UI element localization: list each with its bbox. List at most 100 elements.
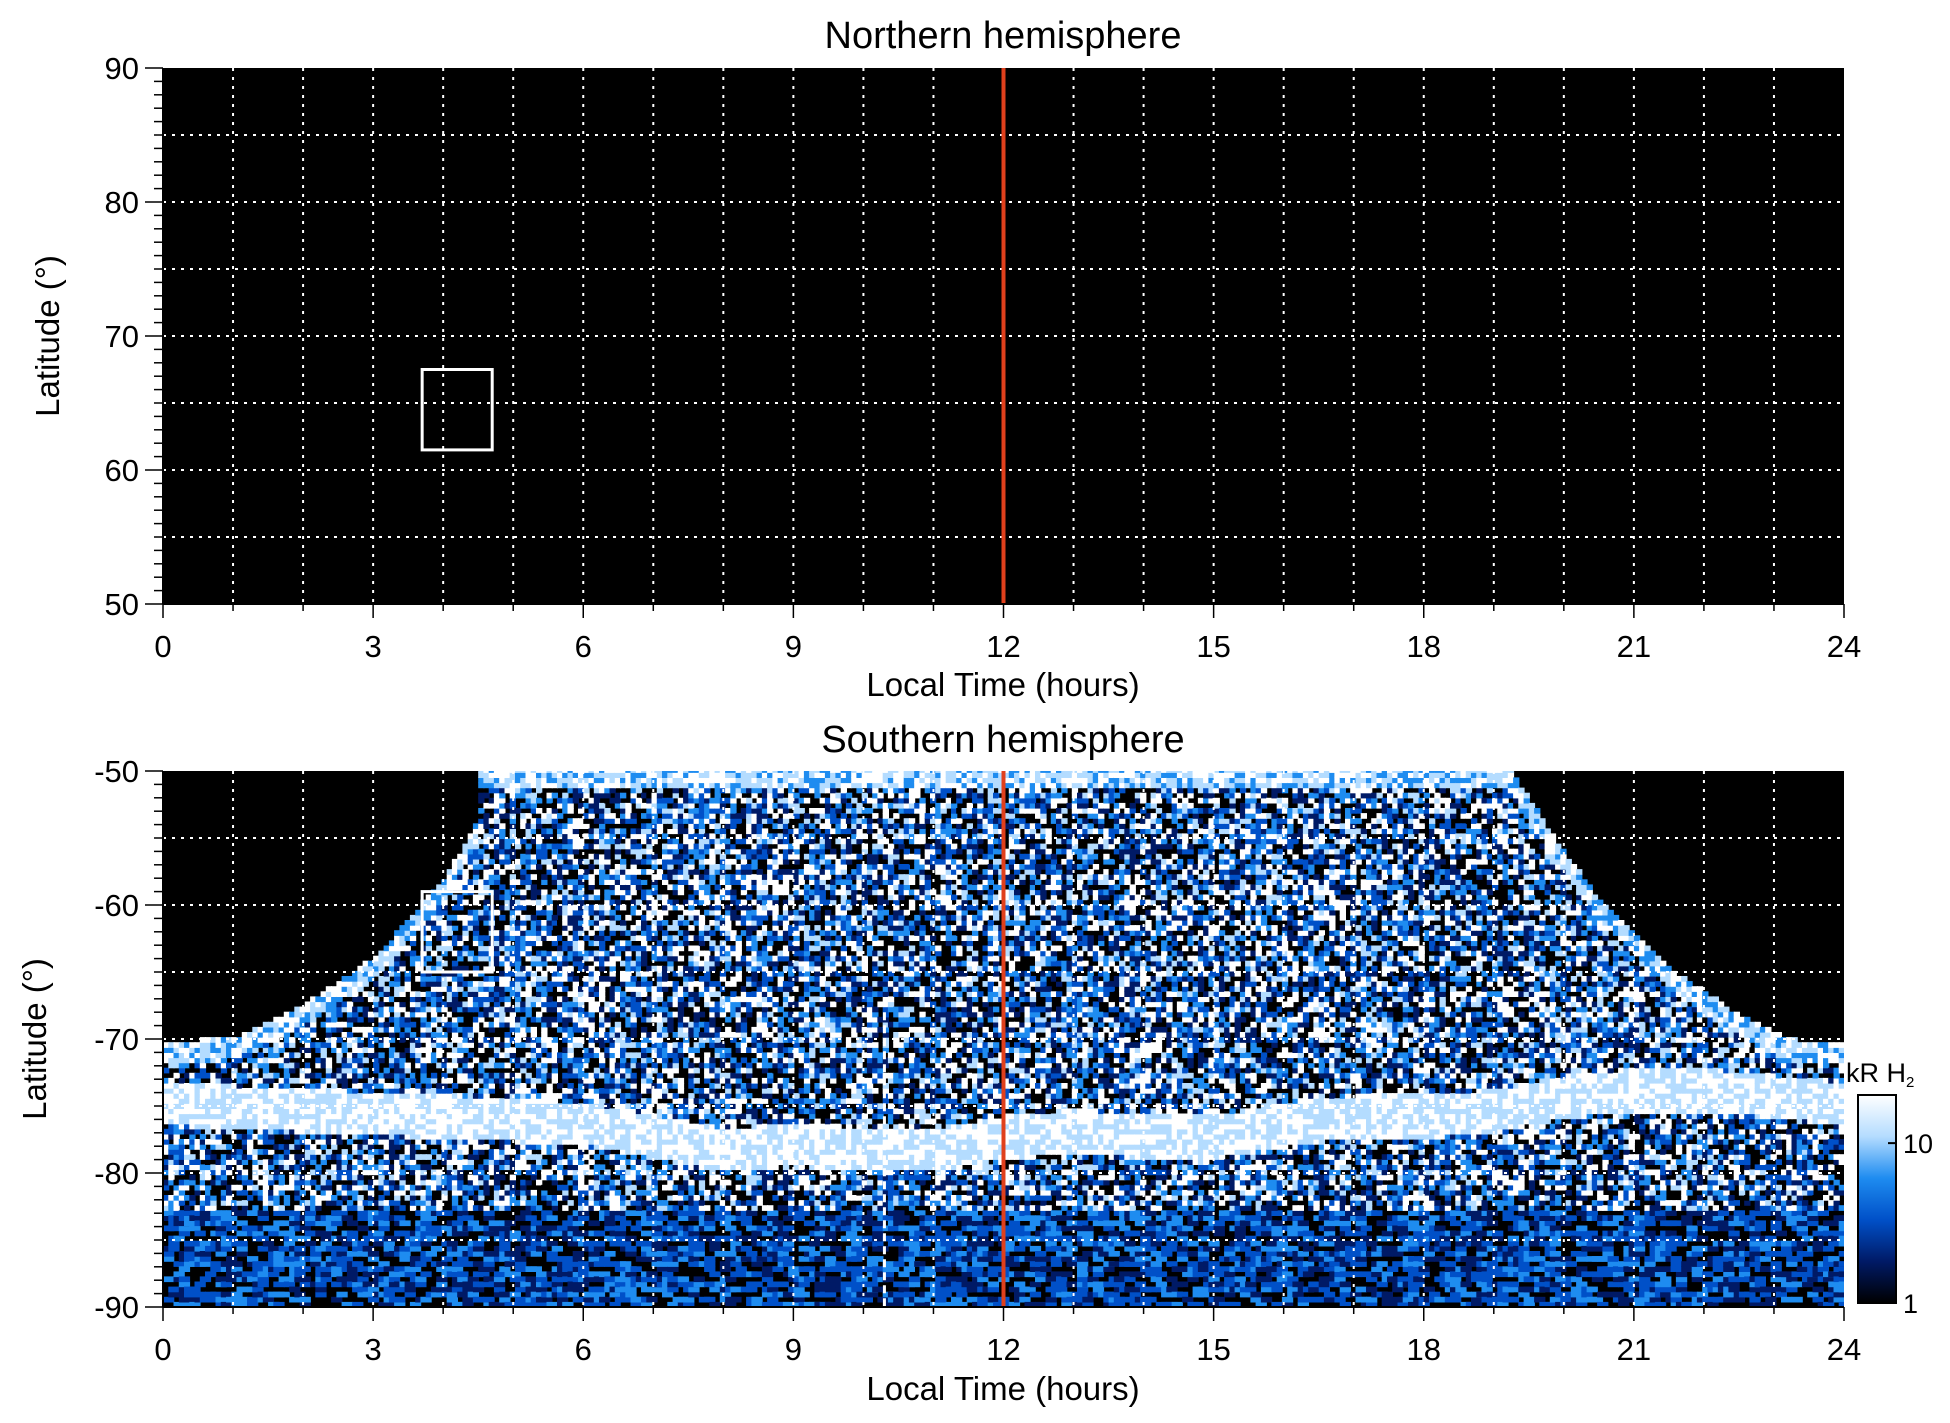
emission-cell [457, 1133, 464, 1140]
emission-cell [315, 1149, 322, 1155]
emission-cell [525, 930, 532, 936]
emission-cell [436, 1006, 443, 1013]
emission-cell [620, 1276, 632, 1283]
emission-cell [478, 1205, 485, 1211]
emission-cell [620, 920, 627, 926]
emission-cell [625, 1037, 632, 1043]
emission-cell [578, 1164, 585, 1171]
emission-cell [336, 1189, 343, 1196]
emission-cell [557, 1154, 564, 1160]
emission-cell [572, 920, 579, 926]
emission-cell [614, 1113, 622, 1120]
emission-cell [168, 1062, 175, 1069]
emission-cell [205, 1108, 212, 1115]
emission-cell [441, 1266, 453, 1272]
emission-cell [457, 1093, 464, 1099]
emission-cell [525, 981, 532, 987]
emission-cell [226, 1083, 233, 1089]
emission-cell [483, 940, 490, 947]
emission-cell [536, 1103, 543, 1109]
emission-cell [536, 1062, 543, 1069]
emission-cell [551, 848, 558, 855]
emission-cell [325, 1108, 333, 1115]
emission-cell [189, 1108, 196, 1115]
emission-cell [472, 1154, 480, 1160]
emission-cell [173, 1179, 180, 1186]
emission-cell [415, 1088, 422, 1094]
emission-cell [189, 1052, 196, 1059]
emission-cell [415, 1093, 422, 1099]
emission-cell [415, 1052, 422, 1059]
emission-cell [504, 802, 511, 809]
emission-cell [346, 1057, 354, 1064]
emission-cell [252, 1026, 259, 1033]
emission-cell [557, 955, 564, 962]
emission-cell [336, 1291, 348, 1298]
emission-cell [578, 1113, 585, 1120]
emission-cell [168, 1179, 175, 1186]
emission-cell [446, 1021, 453, 1028]
emission-cell [525, 1077, 532, 1084]
emission-cell [283, 1184, 291, 1191]
emission-cell [462, 843, 469, 850]
emission-cell [367, 970, 375, 977]
emission-cell [362, 1144, 369, 1150]
emission-cell [593, 1286, 606, 1293]
emission-cell [378, 1098, 385, 1104]
emission-cell [609, 1210, 621, 1216]
emission-cell [294, 1245, 306, 1252]
emission-cell [467, 1139, 474, 1145]
emission-cell [294, 1026, 301, 1033]
emission-cell [352, 1245, 364, 1252]
emission-cell [436, 909, 443, 916]
emission-cell [462, 930, 469, 936]
emission-cell [530, 818, 537, 824]
emission-cell [394, 1016, 401, 1023]
emission-cell [625, 1062, 632, 1069]
emission-cell [536, 797, 543, 804]
emission-cell [493, 955, 501, 962]
emission-cell [283, 1052, 291, 1059]
emission-cell [446, 1001, 453, 1008]
emission-cell [578, 1108, 585, 1115]
emission-cell [289, 1113, 296, 1120]
emission-cell [551, 1047, 558, 1053]
emission-cell [572, 1093, 579, 1099]
emission-cell [630, 777, 637, 784]
emission-cell [578, 802, 585, 809]
emission-cell [409, 1195, 417, 1201]
emission-cell [515, 1200, 522, 1206]
emission-cell [499, 1016, 506, 1023]
emission-cell [299, 1133, 306, 1140]
emission-cell [163, 1144, 170, 1150]
emission-cell [578, 874, 585, 880]
emission-cell [315, 1001, 322, 1008]
emission-cell [609, 914, 616, 921]
emission-cell [620, 1083, 627, 1089]
emission-cell [604, 1195, 611, 1201]
emission-cell [310, 1200, 317, 1206]
emission-cell [515, 1286, 527, 1293]
emission-cell [583, 986, 590, 992]
emission-cell [362, 1169, 369, 1176]
emission-cell [278, 1016, 285, 1023]
emission-cell [415, 955, 422, 962]
emission-cell [614, 889, 622, 896]
emission-cell [614, 991, 622, 997]
emission-cell [578, 879, 585, 885]
emission-cell [336, 1235, 348, 1242]
emission-cell [515, 1261, 527, 1267]
emission-cell [472, 1103, 480, 1109]
emission-cell [226, 1093, 233, 1099]
emission-cell [530, 874, 537, 880]
emission-cell [620, 782, 627, 789]
emission-cell [178, 1108, 186, 1115]
emission-cell [420, 1021, 427, 1028]
emission-cell [451, 1123, 459, 1130]
emission-cell [493, 802, 501, 809]
emission-cell [599, 1037, 606, 1043]
emission-cell [493, 848, 501, 855]
emission-cell [420, 1154, 427, 1160]
emission-cell [231, 1108, 238, 1115]
emission-cell [504, 945, 511, 952]
